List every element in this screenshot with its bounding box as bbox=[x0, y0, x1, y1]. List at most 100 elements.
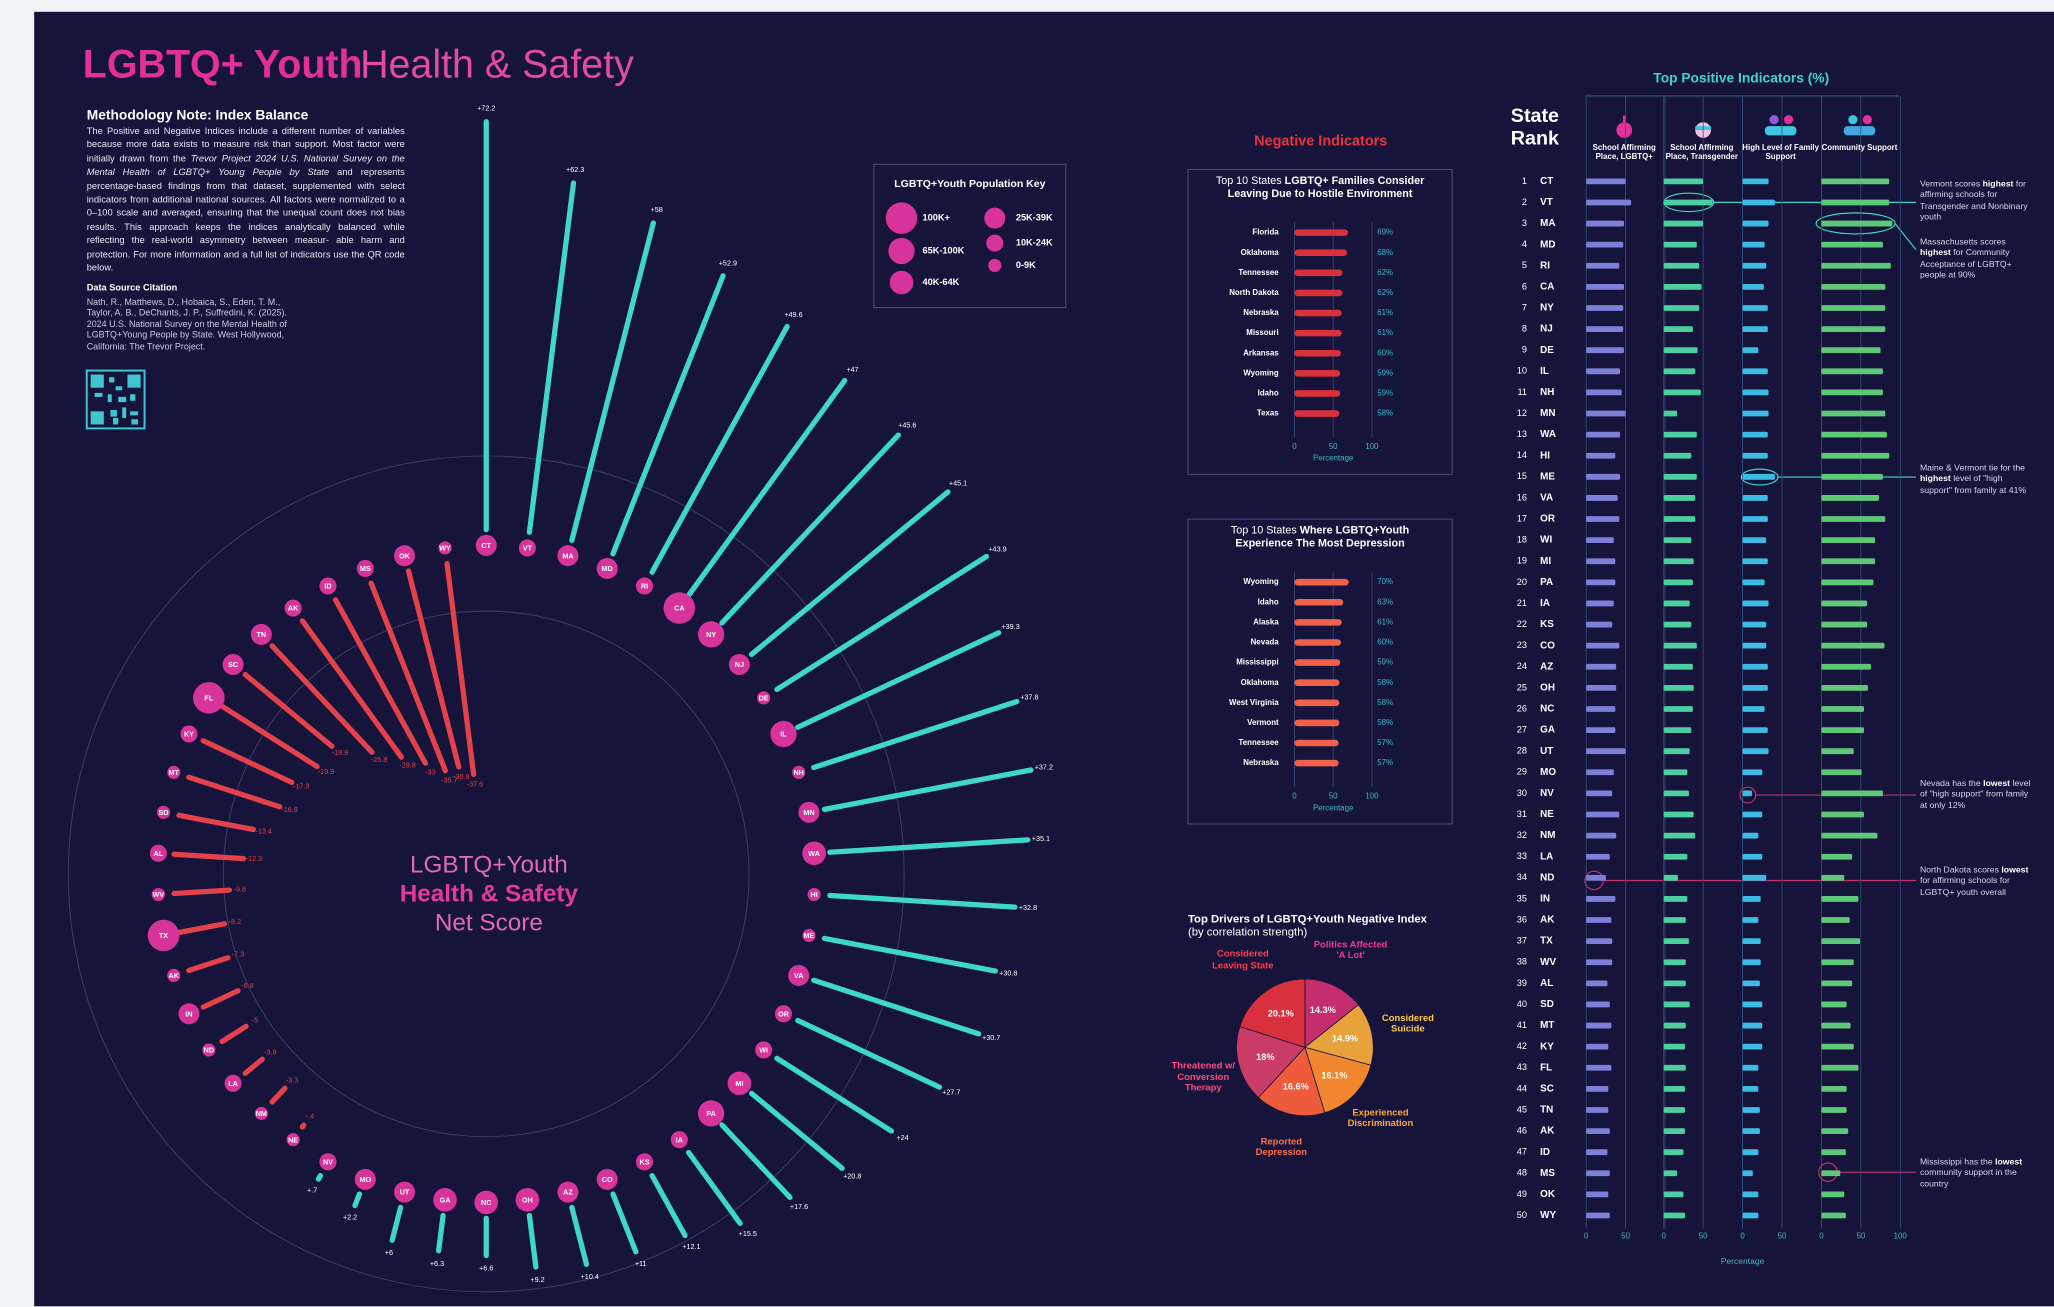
annotation: Massachusetts scores highest for Communi… bbox=[1920, 238, 2030, 282]
x-tick-label: 50 bbox=[1329, 791, 1338, 800]
net-score-bar bbox=[811, 698, 1020, 771]
bar bbox=[1742, 1149, 1759, 1156]
bar bbox=[1821, 684, 1868, 691]
bar bbox=[1821, 473, 1883, 480]
net-score-bar bbox=[269, 1085, 288, 1105]
bar bbox=[1663, 1001, 1690, 1008]
value-label: +17.6 bbox=[790, 1202, 808, 1211]
category-label: Nebraska bbox=[1243, 308, 1279, 317]
rank: 33 bbox=[1517, 851, 1527, 861]
state-label: IL bbox=[780, 730, 787, 739]
rank: 25 bbox=[1517, 682, 1527, 692]
state-label: ME bbox=[1540, 471, 1555, 482]
bar bbox=[1294, 370, 1341, 377]
bar bbox=[1586, 558, 1616, 565]
bar bbox=[1742, 262, 1767, 269]
state-label: OK bbox=[399, 551, 411, 560]
rank: 43 bbox=[1517, 1062, 1527, 1072]
bar bbox=[1586, 917, 1612, 923]
ann-part: Maine & Vermont tie for the bbox=[1919, 463, 2025, 474]
bar bbox=[1821, 326, 1886, 332]
x-tick-label: 0 bbox=[1292, 442, 1297, 451]
bar bbox=[1821, 262, 1891, 269]
state-label: KS bbox=[639, 1157, 649, 1166]
bar bbox=[1663, 684, 1694, 691]
rank: 39 bbox=[1517, 978, 1527, 988]
value-label: 18% bbox=[1256, 1052, 1274, 1062]
bar bbox=[1663, 199, 1713, 206]
state-label: NC bbox=[1540, 704, 1554, 715]
value-label: -3.3 bbox=[286, 1076, 298, 1085]
state-label: MA bbox=[1540, 218, 1555, 229]
state-label: PA bbox=[1540, 577, 1553, 588]
rank: 30 bbox=[1517, 788, 1527, 798]
bar bbox=[1742, 832, 1759, 839]
key-label: 10K-24K bbox=[1016, 238, 1053, 248]
value-label: +47 bbox=[846, 365, 858, 374]
net-score-bar bbox=[444, 560, 477, 778]
x-tick-label: 50 bbox=[1699, 1232, 1708, 1241]
net-score-bar bbox=[200, 988, 241, 1010]
bar bbox=[1663, 938, 1689, 945]
bar bbox=[1821, 389, 1883, 396]
value-label: +15.5 bbox=[739, 1229, 757, 1238]
value-label: 14.3% bbox=[1310, 1005, 1336, 1015]
bar bbox=[1742, 1064, 1759, 1071]
rank: 50 bbox=[1517, 1210, 1527, 1220]
state-label: AL bbox=[154, 849, 164, 858]
ann-part: for affirming schools for LGBTQ+ youth o… bbox=[1919, 876, 2010, 898]
bar bbox=[1586, 579, 1616, 586]
slice-label: Politics Affected 'A Lot' bbox=[1313, 938, 1388, 962]
state-marker bbox=[798, 801, 820, 823]
category-label: Mississippi bbox=[1236, 658, 1278, 667]
bar bbox=[1663, 1191, 1684, 1198]
bar bbox=[1663, 621, 1692, 628]
value-label: 69% bbox=[1377, 228, 1393, 237]
slice-label: Threatened w/ Conversion Therapy bbox=[1171, 1059, 1236, 1094]
bar bbox=[1821, 896, 1859, 902]
key-label: 100K+ bbox=[923, 213, 950, 223]
state-marker bbox=[802, 928, 816, 943]
bar bbox=[1742, 283, 1764, 290]
x-tick-label: 0 bbox=[1819, 1232, 1824, 1241]
bar bbox=[1586, 642, 1620, 649]
key-marker bbox=[986, 234, 1004, 252]
bar bbox=[1663, 283, 1702, 290]
bar bbox=[1586, 621, 1613, 628]
bar bbox=[1586, 684, 1617, 691]
state-marker bbox=[284, 599, 302, 617]
state-label: LA bbox=[1540, 851, 1553, 862]
bar bbox=[1586, 727, 1616, 733]
bar bbox=[1742, 1191, 1759, 1198]
bar bbox=[1821, 220, 1893, 227]
pie-slice bbox=[1239, 978, 1306, 1048]
value-label: +12.1 bbox=[682, 1242, 700, 1251]
bar bbox=[1586, 1001, 1610, 1008]
bar bbox=[1742, 1001, 1763, 1008]
ann-part: highest bbox=[1919, 248, 1951, 258]
net-score-bar bbox=[389, 1204, 404, 1243]
state-marker bbox=[663, 592, 696, 624]
value-label: +49.6 bbox=[784, 310, 802, 319]
bar bbox=[1663, 769, 1688, 776]
bar bbox=[1821, 832, 1878, 839]
bar bbox=[1821, 199, 1890, 206]
state-label: AK bbox=[288, 604, 299, 613]
state-label: TN bbox=[257, 630, 267, 639]
citation-heading: Data Source Citation bbox=[86, 283, 178, 294]
state-marker bbox=[193, 682, 225, 714]
bar bbox=[1742, 410, 1769, 417]
bar bbox=[1663, 980, 1686, 987]
ann-part: lowest bbox=[1995, 1157, 2023, 1167]
bar bbox=[1294, 309, 1342, 317]
category-label: Oklahoma bbox=[1241, 248, 1280, 257]
x-tick-label: 0 bbox=[1740, 1232, 1745, 1241]
net-score-bar bbox=[795, 1017, 943, 1090]
category-label: Missouri bbox=[1246, 328, 1278, 337]
bar bbox=[1821, 1212, 1846, 1219]
state-marker bbox=[202, 1043, 216, 1057]
bar bbox=[1663, 600, 1690, 607]
value-label: +11 bbox=[635, 1259, 647, 1268]
